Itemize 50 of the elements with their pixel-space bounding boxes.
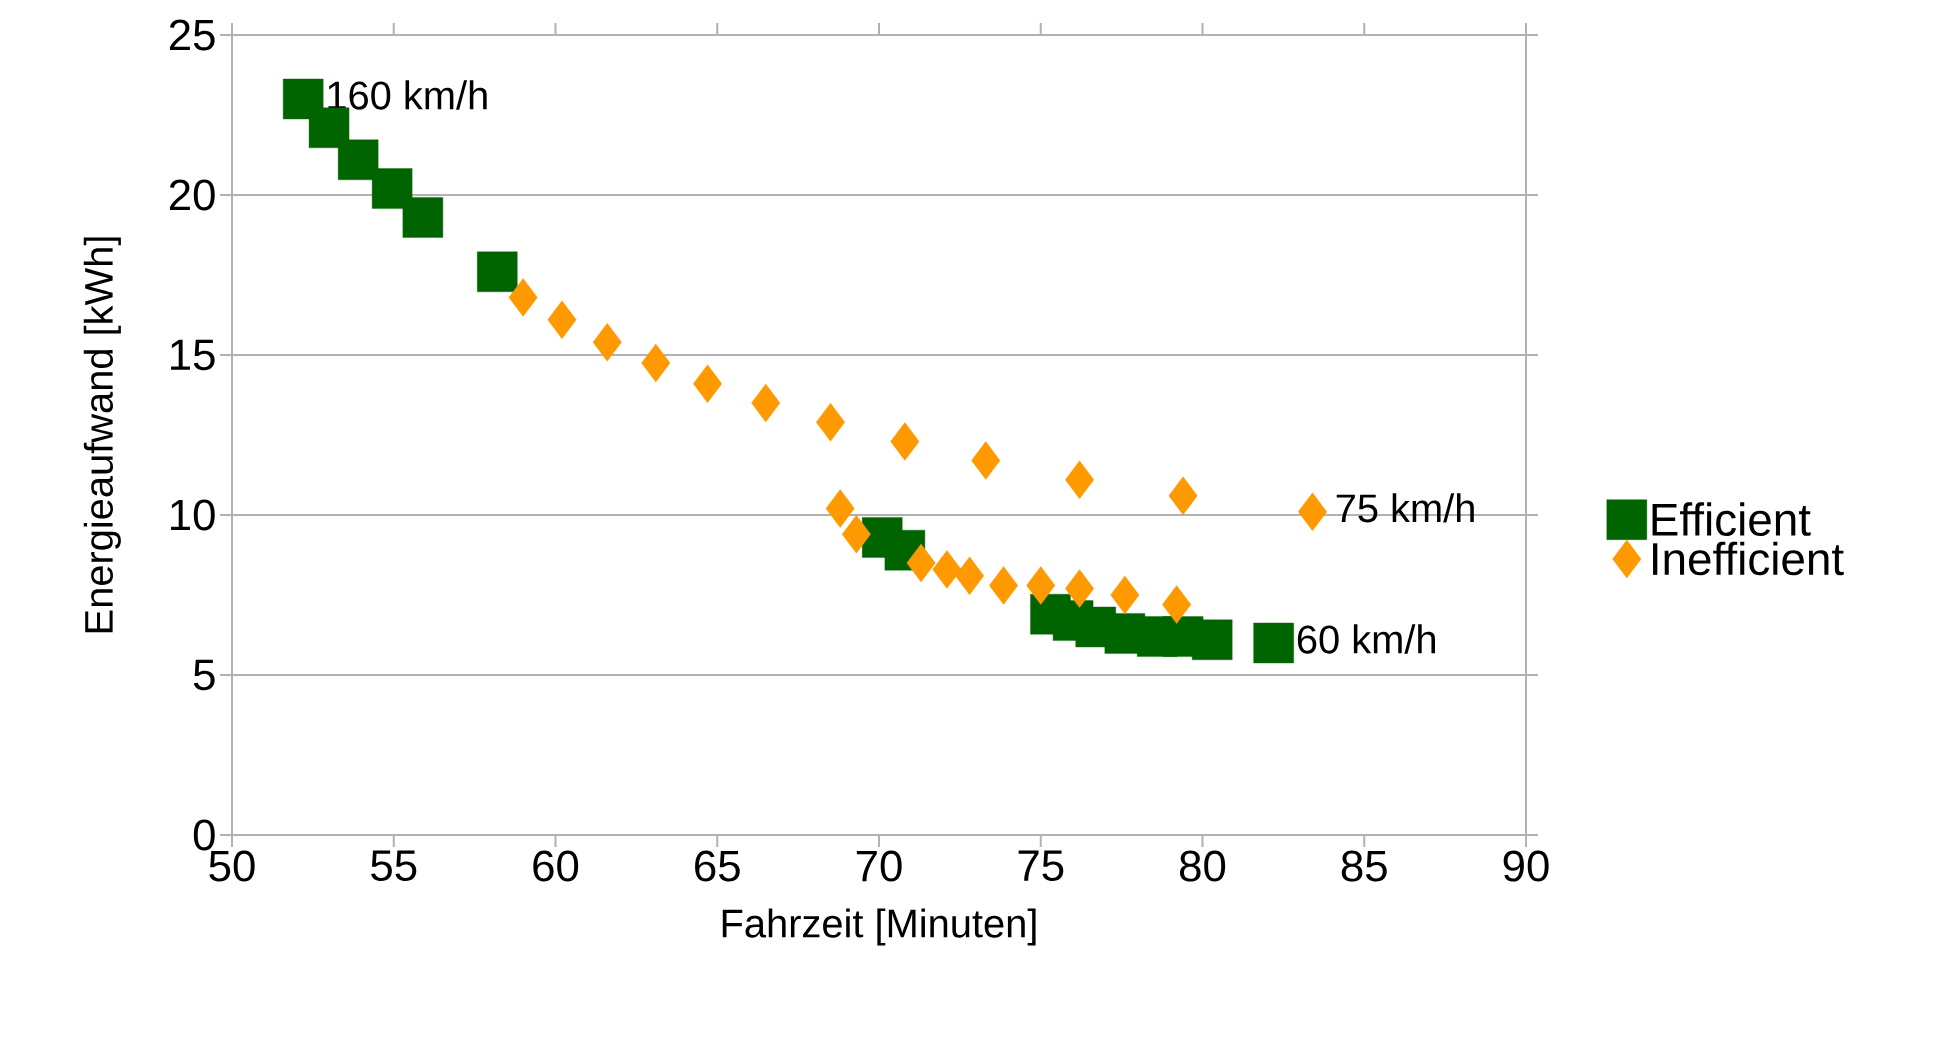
point	[477, 251, 518, 292]
point	[592, 323, 622, 362]
x-tick-label: 85	[1341, 850, 1387, 882]
point	[1168, 476, 1198, 515]
point	[1192, 619, 1233, 660]
point	[816, 403, 845, 442]
y-tick-label: 10	[171, 499, 215, 531]
x-tick-label: 90	[1503, 850, 1549, 882]
point	[1298, 492, 1327, 531]
point	[955, 556, 985, 595]
y-tick-label: 20	[169, 179, 215, 211]
point	[890, 422, 920, 461]
y-tick-label: 0	[193, 819, 215, 851]
point	[906, 543, 936, 583]
x-tick-label: 75	[1018, 850, 1064, 882]
point	[1065, 569, 1095, 608]
point	[1110, 575, 1140, 615]
point	[508, 278, 538, 317]
point	[402, 197, 444, 238]
point	[1026, 566, 1056, 605]
y-tick-label: 25	[169, 19, 215, 51]
annotation: 60 km/h	[1297, 624, 1435, 654]
point	[1065, 460, 1095, 499]
x-tick-label: 70	[856, 850, 902, 882]
legend-label: Inefficient	[1653, 541, 1844, 576]
x-tick-label: 50	[209, 850, 255, 882]
y-axis-title: Energieaufwand [kWh]	[83, 237, 121, 633]
point	[932, 550, 962, 589]
annotation: 75 km/h	[1336, 493, 1474, 523]
point	[693, 364, 722, 403]
x-tick-label: 55	[371, 850, 417, 882]
annotation: 160 km/h	[328, 80, 487, 110]
point	[841, 515, 871, 554]
point	[971, 441, 1001, 480]
point	[641, 343, 671, 383]
point	[989, 566, 1018, 605]
point	[825, 489, 855, 528]
y-tick-label: 5	[193, 659, 215, 691]
x-tick-label: 80	[1180, 850, 1226, 882]
legend-label: Efficient	[1652, 502, 1811, 536]
point	[337, 139, 379, 180]
x-tick-label: 60	[533, 850, 579, 882]
point	[751, 383, 781, 423]
y-tick-label: 15	[171, 339, 215, 371]
point	[1162, 585, 1192, 624]
point	[547, 300, 577, 339]
x-axis-title: Fahrzeit [Minuten]	[722, 908, 1036, 946]
x-tick-label: 65	[695, 850, 740, 882]
point	[1253, 622, 1294, 664]
point	[371, 168, 413, 209]
